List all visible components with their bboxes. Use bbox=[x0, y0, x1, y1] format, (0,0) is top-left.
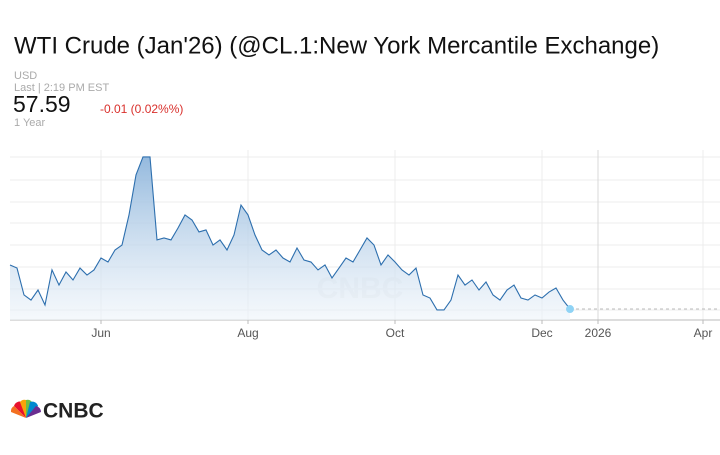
last-price: 57.59 bbox=[13, 91, 71, 117]
x-tick-label: Apr bbox=[694, 326, 713, 340]
price-line bbox=[9, 156, 571, 311]
x-tick-label: Jun bbox=[91, 326, 110, 340]
logo-peacock bbox=[10, 399, 42, 418]
x-tick-label: Aug bbox=[237, 326, 258, 340]
x-tick-label: Dec bbox=[531, 326, 552, 340]
x-tick-label: Oct bbox=[386, 326, 405, 340]
change: -0.01 (0.02%%) bbox=[100, 102, 183, 116]
plot: Jun Aug Oct Dec 2026 Apr bbox=[9, 156, 720, 340]
title: WTI Crude (Jan'26) (@CL.1:New York Merca… bbox=[14, 32, 659, 59]
range: 1 Year bbox=[14, 117, 46, 129]
currency: USD bbox=[14, 70, 37, 82]
logo-text: CNBC bbox=[43, 400, 104, 423]
last-point bbox=[566, 305, 574, 314]
last-time: Last | 2:19 PM EST bbox=[14, 82, 109, 94]
area bbox=[10, 156, 570, 320]
x-tick-label: 2026 bbox=[585, 326, 612, 340]
